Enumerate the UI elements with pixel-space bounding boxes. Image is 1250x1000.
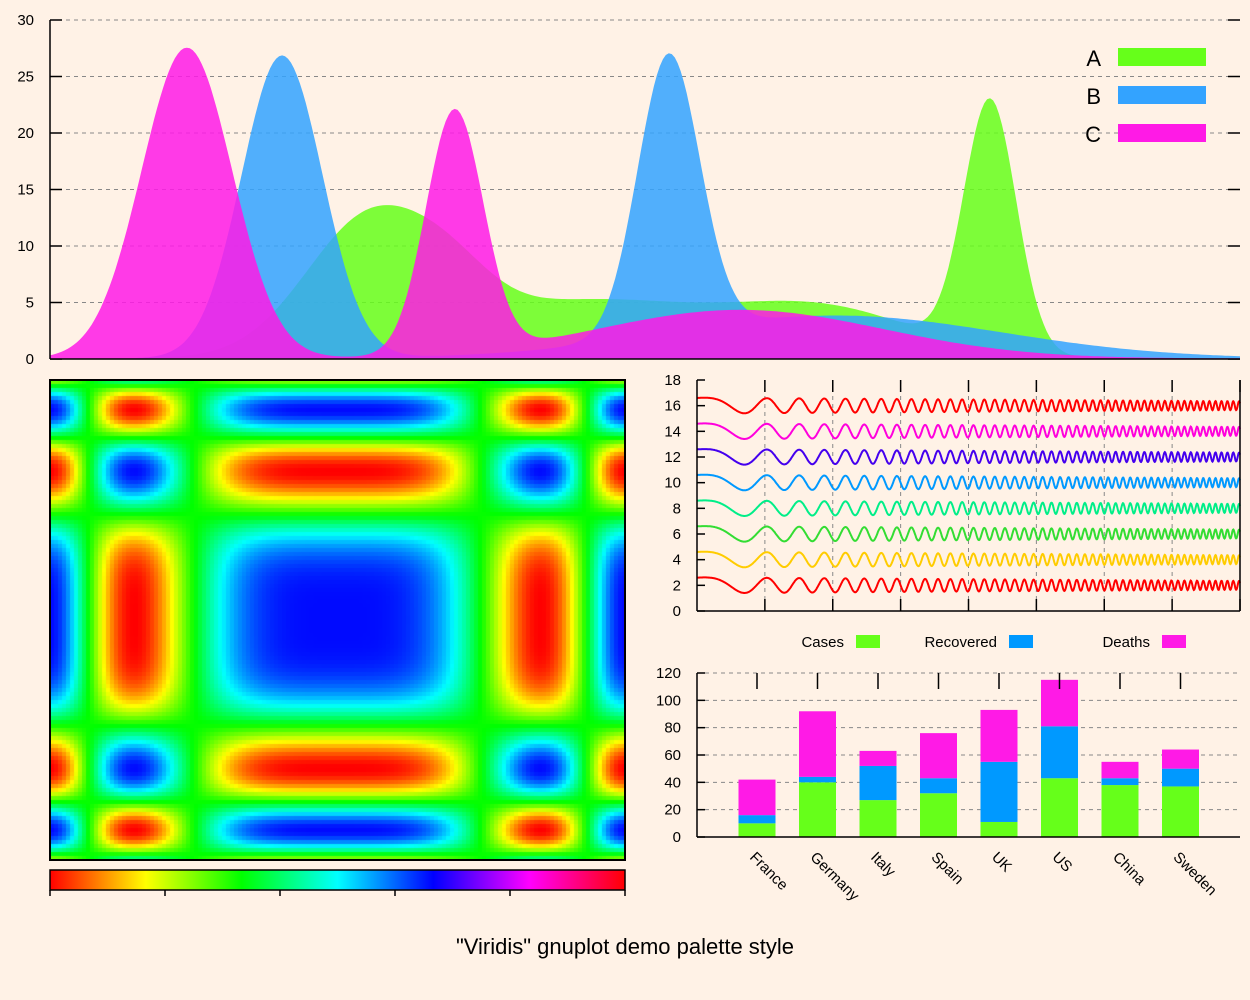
y-tick-label: 80 bbox=[664, 720, 681, 737]
y-tick-label: 16 bbox=[664, 398, 681, 415]
y-tick-label: 100 bbox=[656, 692, 681, 709]
bar-recovered bbox=[859, 765, 897, 801]
bar-cases bbox=[859, 800, 897, 837]
y-tick-label: 10 bbox=[17, 238, 34, 255]
y-tick-label: 60 bbox=[664, 747, 681, 764]
bar-recovered bbox=[1162, 768, 1199, 787]
x-tick-label: China bbox=[1109, 849, 1149, 889]
bar-cases bbox=[1101, 785, 1139, 837]
bar-recovered bbox=[738, 815, 776, 824]
bar-cases bbox=[980, 821, 1018, 837]
legend-swatch-a bbox=[1118, 48, 1206, 66]
y-tick-label: 10 bbox=[664, 475, 681, 492]
bar-cases bbox=[920, 793, 957, 837]
bar-deaths bbox=[738, 779, 776, 816]
legend-label-b: B bbox=[1086, 84, 1101, 109]
series-area-c bbox=[50, 47, 1240, 359]
bar-deaths bbox=[920, 733, 957, 779]
legend-swatch-b bbox=[1118, 86, 1206, 104]
y-tick-label: 12 bbox=[664, 449, 681, 466]
wave-line bbox=[697, 473, 1241, 492]
legend-swatch-cases bbox=[856, 635, 880, 648]
y-tick-label: 120 bbox=[656, 665, 681, 682]
x-tick-label: Italy bbox=[867, 849, 899, 881]
x-tick-label: Sweden bbox=[1170, 849, 1220, 899]
y-tick-label: 6 bbox=[673, 526, 681, 543]
bar-cases bbox=[738, 823, 776, 837]
legend-label-a: A bbox=[1086, 46, 1101, 71]
x-tick-label: Spain bbox=[928, 849, 967, 888]
heatmap-image bbox=[50, 380, 625, 860]
y-tick-label: 0 bbox=[26, 351, 34, 368]
bar-recovered bbox=[980, 761, 1018, 822]
heatmap-frame bbox=[49, 379, 626, 861]
bar-deaths bbox=[980, 709, 1018, 762]
legend-label-recovered: Recovered bbox=[924, 634, 997, 651]
y-tick-label: 0 bbox=[673, 829, 681, 846]
heatmap-chart bbox=[49, 379, 626, 896]
legend-label-c: C bbox=[1085, 122, 1101, 147]
y-tick-label: 14 bbox=[664, 423, 681, 440]
wave-line bbox=[696, 576, 1241, 594]
wave-line bbox=[697, 550, 1241, 569]
bar-recovered bbox=[1101, 778, 1139, 786]
stacked-bar-chart: 0 20 40 60 80 100 120 France Germany Italy Spain UK… bbox=[656, 634, 1240, 905]
y-tick-label: 0 bbox=[673, 603, 681, 620]
y-tick-label: 20 bbox=[664, 802, 681, 819]
bar-cases bbox=[799, 782, 836, 837]
wave-line bbox=[697, 525, 1241, 543]
wave-line bbox=[697, 448, 1241, 466]
bar-deaths bbox=[1101, 761, 1139, 779]
waves-chart: 0 2 4 6 8 10 12 14 16 18 bbox=[664, 372, 1241, 620]
x-tick-label: UK bbox=[988, 849, 1015, 876]
bar-cases bbox=[1041, 778, 1078, 837]
y-tick-label: 20 bbox=[17, 125, 34, 142]
wave-line bbox=[696, 499, 1241, 517]
series-area-b bbox=[50, 53, 1240, 360]
y-tick-label: 40 bbox=[664, 774, 681, 791]
bar-recovered bbox=[799, 776, 836, 783]
legend-swatch-recovered bbox=[1009, 635, 1033, 648]
x-tick-label: France bbox=[746, 849, 791, 894]
y-tick-label: 2 bbox=[673, 577, 681, 594]
wave-line bbox=[696, 422, 1241, 440]
bar-recovered bbox=[1041, 726, 1078, 779]
bar-deaths bbox=[1162, 749, 1199, 769]
density-chart: 0 5 10 15 20 25 30 ABC bbox=[17, 12, 1240, 368]
legend-label-cases: Cases bbox=[801, 634, 844, 651]
legend-label-deaths: Deaths bbox=[1102, 634, 1150, 651]
colorbar bbox=[49, 869, 626, 891]
y-tick-label: 5 bbox=[26, 295, 34, 312]
legend-swatch-deaths bbox=[1162, 635, 1186, 648]
y-tick-label: 25 bbox=[17, 69, 34, 86]
bar-recovered bbox=[920, 778, 957, 794]
y-tick-label: 30 bbox=[17, 12, 34, 29]
bar-cases bbox=[1162, 786, 1199, 837]
y-tick-label: 8 bbox=[673, 500, 681, 517]
bar-deaths bbox=[799, 711, 836, 777]
bar-deaths bbox=[859, 750, 897, 766]
x-tick-label: US bbox=[1049, 849, 1076, 876]
wave-line bbox=[697, 396, 1241, 415]
y-tick-label: 15 bbox=[17, 182, 34, 199]
y-tick-label: 4 bbox=[673, 552, 681, 569]
legend-swatch-c bbox=[1118, 124, 1206, 142]
y-tick-label: 18 bbox=[664, 372, 681, 389]
page-title: "Viridis" gnuplot demo palette style bbox=[455, 934, 795, 959]
x-tick-label: Germany bbox=[807, 849, 863, 905]
